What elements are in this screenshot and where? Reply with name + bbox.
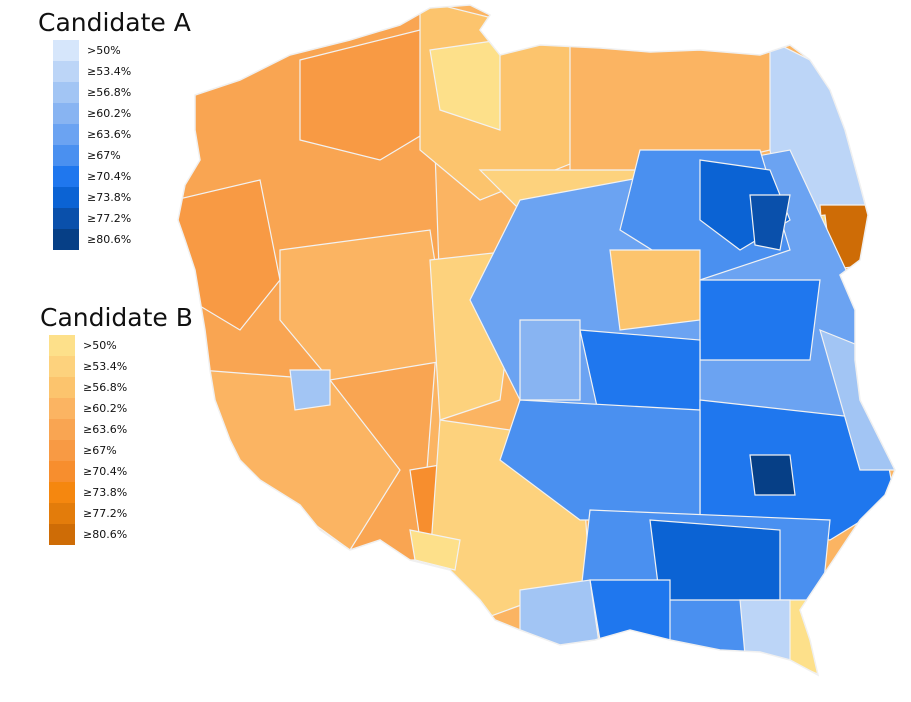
region-krakow: [589, 579, 671, 641]
legend-swatch: [49, 335, 75, 356]
legend-swatch: [49, 398, 75, 419]
legend-entry: ≥77.2%: [53, 208, 191, 229]
region-lublin-dark: [749, 454, 796, 496]
legend-swatch: [49, 419, 75, 440]
legend-swatch: [49, 356, 75, 377]
region-darkest-northeast: [749, 194, 791, 251]
legend-label: ≥70.4%: [83, 465, 128, 478]
legend-entry: ≥53.4%: [53, 61, 191, 82]
legend-entry: ≥73.8%: [49, 482, 193, 503]
legend-label: ≥53.4%: [87, 65, 132, 78]
legend-label: ≥56.8%: [87, 86, 132, 99]
legend-entry: ≥70.4%: [53, 166, 191, 187]
legend-swatch: [53, 40, 79, 61]
region-gdansk: [429, 39, 501, 131]
legend-title: Candidate B: [40, 303, 193, 332]
legend-swatch: [53, 82, 79, 103]
legend-label: ≥80.6%: [87, 233, 132, 246]
legend-entry: ≥77.2%: [49, 503, 193, 524]
legend-candidate-b: Candidate B >50% ≥53.4% ≥56.8% ≥60.2% ≥63.6%…: [40, 303, 193, 545]
legend-entry: ≥73.8%: [53, 187, 191, 208]
region-tatra-blue: [519, 579, 601, 651]
legend-entry: ≥63.6%: [49, 419, 193, 440]
legend-title: Candidate A: [38, 8, 191, 37]
legend-label: ≥77.2%: [87, 212, 132, 225]
legend-swatch: [49, 377, 75, 398]
legend-label: ≥63.6%: [83, 423, 128, 436]
region-lodz-west: [519, 319, 581, 401]
legend-label: ≥67%: [87, 149, 121, 162]
legend-entry: ≥63.6%: [53, 124, 191, 145]
legend-entry: ≥80.6%: [49, 524, 193, 545]
legend-swatch: [53, 61, 79, 82]
legend-label: >50%: [87, 44, 121, 57]
legend-swatch: [53, 103, 79, 124]
legend-label: ≥70.4%: [87, 170, 132, 183]
legend-label: ≥67%: [83, 444, 117, 457]
legend-entry: ≥67%: [53, 145, 191, 166]
legend-entry: ≥67%: [49, 440, 193, 461]
region-wroclaw-yellow: [409, 529, 461, 571]
region-siedlce: [699, 279, 821, 361]
legend-entry: ≥80.6%: [53, 229, 191, 250]
legend-entry: ≥56.8%: [49, 377, 193, 398]
legend-entry: ≥56.8%: [53, 82, 191, 103]
legend-swatch: [53, 124, 79, 145]
legend-swatch: [49, 524, 75, 545]
region-northwest-dark: [299, 29, 431, 161]
poland-border: [177, 4, 896, 677]
legend-label: ≥63.6%: [87, 128, 132, 141]
legend-label: ≥60.2%: [83, 402, 128, 415]
legend-candidate-a: Candidate A >50% ≥53.4% ≥56.8% ≥60.2% ≥63.6%…: [38, 8, 191, 250]
legend-label: >50%: [83, 339, 117, 352]
legend-entry: ≥53.4%: [49, 356, 193, 377]
legend-entry: ≥60.2%: [49, 398, 193, 419]
legend-swatch: [53, 145, 79, 166]
legend-entry: ≥60.2%: [53, 103, 191, 124]
region-warsaw: [609, 249, 701, 331]
region-east-border: [819, 328, 895, 471]
region-central-west: [279, 229, 451, 381]
legend-swatch: [53, 166, 79, 187]
legend-swatch: [49, 461, 75, 482]
legend-entry: >50%: [53, 40, 191, 61]
legend-swatch: [49, 482, 75, 503]
legend-label: ≥80.6%: [83, 528, 128, 541]
legend-label: ≥53.4%: [83, 360, 128, 373]
legend-entry: >50%: [49, 335, 193, 356]
legend-label: ≥73.8%: [87, 191, 132, 204]
legend-label: ≥73.8%: [83, 486, 128, 499]
legend-swatch: [49, 440, 75, 461]
region-poznan-blue: [289, 369, 331, 411]
legend-swatch: [53, 187, 79, 208]
legend-swatch: [53, 229, 79, 250]
legend-label: ≥77.2%: [83, 507, 128, 520]
legend-label: ≥56.8%: [83, 381, 128, 394]
legend-entry: ≥70.4%: [49, 461, 193, 482]
legend-swatch: [53, 208, 79, 229]
legend-label: ≥60.2%: [87, 107, 132, 120]
legend-swatch: [49, 503, 75, 524]
